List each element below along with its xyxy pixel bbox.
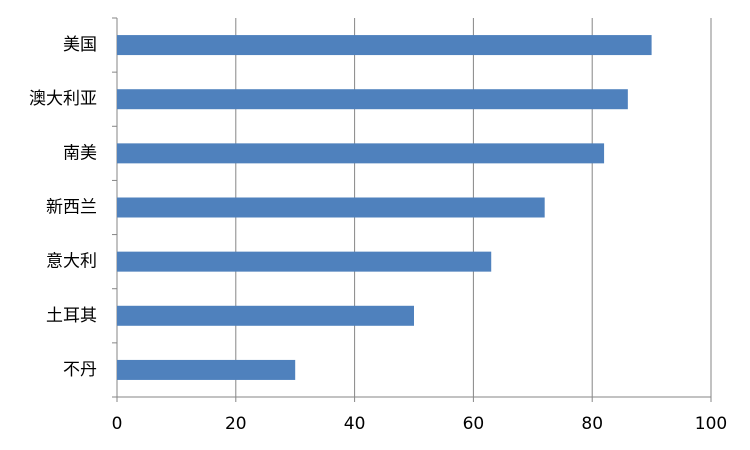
y-tick-label: 不丹 [63,360,97,380]
y-tick-label: 澳大利亚 [29,89,97,109]
x-tick-label: 100 [695,414,727,434]
bar [117,143,605,164]
x-tick-label: 20 [225,414,247,434]
x-tick-label: 80 [581,414,603,434]
bar [117,35,652,56]
x-tick-label: 0 [112,414,123,434]
bar [117,251,492,272]
bar [117,89,628,110]
bar [117,359,296,380]
x-tick-label: 60 [463,414,485,434]
bar [117,197,545,218]
bar [117,305,414,326]
y-tick-label: 南美 [63,143,97,163]
y-tick-label: 土耳其 [46,306,97,326]
y-tick-label: 意大利 [46,252,97,272]
y-tick-label: 新西兰 [46,198,97,218]
y-tick-label: 美国 [63,35,97,55]
x-tick-label: 40 [344,414,366,434]
